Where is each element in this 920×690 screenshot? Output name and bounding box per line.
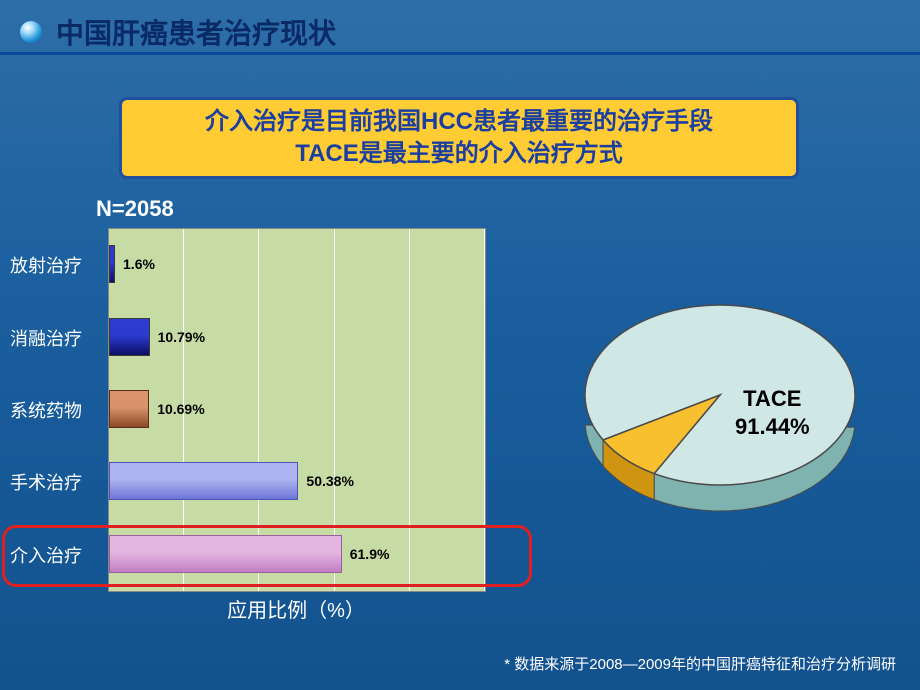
pie-center-label: TACE 91.44% [735,385,810,440]
bar-category-label: 消融治疗 [10,325,102,351]
bullet-icon [20,21,42,43]
bar-row: 10.79% [109,318,485,356]
bar-row: 61.9% [109,535,485,573]
callout-box: 介入治疗是目前我国HCC患者最重要的治疗手段 TACE是最主要的介入治疗方式 [119,97,799,179]
bar [109,318,150,356]
bar-value-label: 10.69% [157,401,204,417]
bar-row: 1.6% [109,245,485,283]
bar [109,535,342,573]
bar [109,390,149,428]
bar-row: 10.69% [109,390,485,428]
bar-category-label: 介入治疗 [10,542,102,568]
callout-line1: 介入治疗是目前我国HCC患者最重要的治疗手段 [205,106,713,138]
bar-row: 50.38% [109,462,485,500]
bar-category-label: 系统药物 [10,397,102,423]
pie-chart: TACE 91.44% [570,280,880,530]
sample-size-label: N=2058 [96,196,174,222]
slide-root: 中国肝癌患者治疗现状 介入治疗是目前我国HCC患者最重要的治疗手段 TACE是最… [0,0,920,690]
bar-category-label: 放射治疗 [10,252,102,278]
bar-value-label: 61.9% [350,546,390,562]
bar [109,245,115,283]
bar-value-label: 1.6% [123,256,155,272]
bar-chart: 1.6% 10.79% 10.69% 50.38% 61.9% 应用比例（%） 放射治疗… [10,228,550,623]
callout-line2: TACE是最主要的介入治疗方式 [295,138,623,170]
title-rule [0,52,920,55]
footnote: * 数据来源于2008—2009年的中国肝癌特征和治疗分析调研 [504,653,896,674]
bar-category-label: 手术治疗 [10,469,102,495]
pie-svg [570,280,880,530]
x-axis-label: 应用比例（%） [108,594,484,623]
bar-value-label: 50.38% [306,473,353,489]
bar [109,462,298,500]
slide-title-bar: 中国肝癌患者治疗现状 [20,12,336,52]
slide-title: 中国肝癌患者治疗现状 [56,12,336,52]
bar-value-label: 10.79% [158,329,205,345]
